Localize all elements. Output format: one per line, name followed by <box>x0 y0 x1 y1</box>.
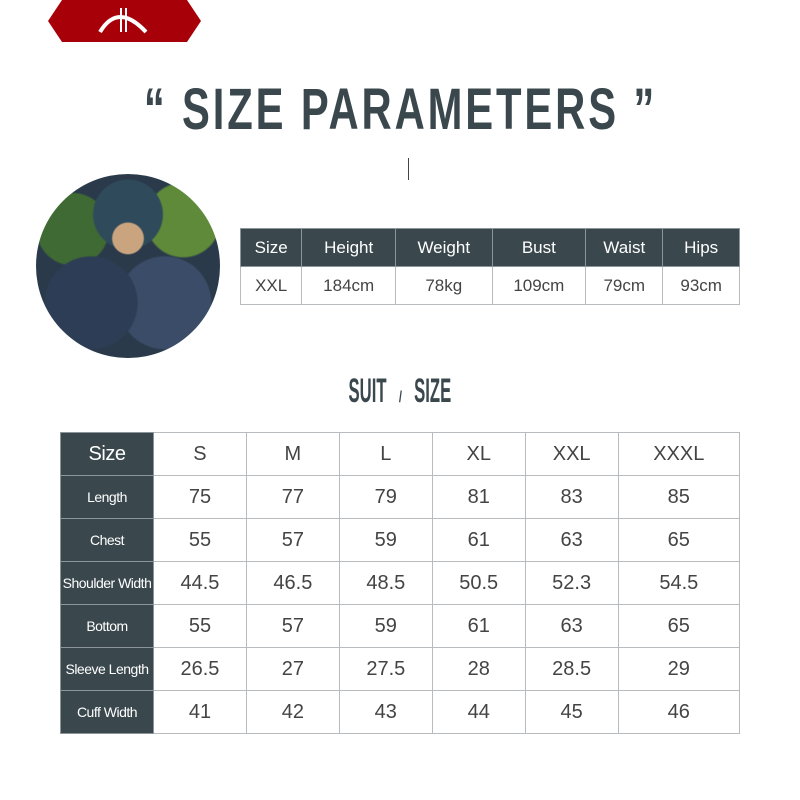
corner-header: Size <box>60 432 154 476</box>
table-cell: 65 <box>617 518 741 562</box>
table-row: Cuff Width 41 42 43 44 45 46 <box>60 690 741 734</box>
table-cell: 52.3 <box>524 561 619 605</box>
table-cell: 184cm <box>301 266 396 305</box>
table-header-row: Size S M L XL XXL XXXL <box>60 432 741 476</box>
table-cell: 42 <box>245 690 340 734</box>
table-cell: 44 <box>431 690 526 734</box>
table-row: Chest 55 57 59 61 63 65 <box>60 518 741 562</box>
table-cell: 57 <box>245 518 340 562</box>
table-cell: 26.5 <box>153 647 247 691</box>
table-cell: 43 <box>338 690 433 734</box>
table-cell: 77 <box>245 475 340 519</box>
size-header: S <box>153 432 247 476</box>
size-header: XXL <box>524 432 619 476</box>
size-header: XXXL <box>617 432 741 476</box>
table-cell: 63 <box>524 518 619 562</box>
column-header: Height <box>301 228 396 267</box>
suit-size-table: Size S M L XL XXL XXXL Length 75 77 79 81 83 85 Chest 5… <box>60 432 741 734</box>
table-cell: 59 <box>338 604 433 648</box>
table-cell: XXL <box>239 266 303 305</box>
row-header: Shoulder Width <box>60 561 154 605</box>
table-cell: 63 <box>524 604 619 648</box>
row-header: Bottom <box>60 604 154 648</box>
table-cell: 109cm <box>491 266 587 305</box>
table-cell: 46 <box>617 690 741 734</box>
table-cell: 83 <box>524 475 619 519</box>
table-cell: 81 <box>431 475 526 519</box>
table-cell: 50.5 <box>431 561 526 605</box>
table-cell: 28.5 <box>524 647 619 691</box>
table-cell: 29 <box>617 647 741 691</box>
table-cell: 48.5 <box>338 561 433 605</box>
table-cell: 61 <box>431 518 526 562</box>
table-cell: 44.5 <box>153 561 247 605</box>
page-title: “ SIZE PARAMETERS ” <box>143 77 657 142</box>
row-header: Length <box>60 475 154 519</box>
row-header: Cuff Width <box>60 690 154 734</box>
table-cell: 27.5 <box>338 647 433 691</box>
table-cell: 59 <box>338 518 433 562</box>
divider <box>408 158 409 180</box>
table-row: Length 75 77 79 81 83 85 <box>60 475 741 519</box>
table-cell: 79 <box>338 475 433 519</box>
table-cell: 93cm <box>662 266 740 305</box>
brand-logo <box>48 0 201 42</box>
table-cell: 85 <box>617 475 741 519</box>
table-cell: 54.5 <box>617 561 741 605</box>
size-header: L <box>338 432 433 476</box>
size-header: M <box>245 432 340 476</box>
column-header: Size <box>239 228 303 267</box>
size-header: XL <box>431 432 526 476</box>
table-row: Bottom 55 57 59 61 63 65 <box>60 604 741 648</box>
table-cell: 28 <box>431 647 526 691</box>
model-photo <box>36 174 220 358</box>
column-header: Weight <box>395 228 493 267</box>
row-header: Sleeve Length <box>60 647 154 691</box>
column-header: Bust <box>491 228 587 267</box>
suit-size-title: SUIT / SIZE <box>348 372 452 410</box>
table-cell: 65 <box>617 604 741 648</box>
table-cell: 55 <box>153 604 247 648</box>
table-cell: 55 <box>153 518 247 562</box>
table-row: Sleeve Length 26.5 27 27.5 28 28.5 29 <box>60 647 741 691</box>
table-cell: 57 <box>245 604 340 648</box>
table-cell: 61 <box>431 604 526 648</box>
column-header: Waist <box>585 228 664 267</box>
table-cell: 78kg <box>395 266 493 305</box>
row-header: Chest <box>60 518 154 562</box>
column-header: Hips <box>662 228 740 267</box>
table-cell: 27 <box>245 647 340 691</box>
table-cell: 79cm <box>585 266 664 305</box>
table-cell: 75 <box>153 475 247 519</box>
table-cell: 41 <box>153 690 247 734</box>
model-size-table: Size Height Weight Bust Waist Hips XXL 184cm 78… <box>239 228 740 305</box>
table-cell: 45 <box>524 690 619 734</box>
table-cell: 46.5 <box>245 561 340 605</box>
table-row: Shoulder Width 44.5 46.5 48.5 50.5 52.3 54.5 <box>60 561 741 605</box>
